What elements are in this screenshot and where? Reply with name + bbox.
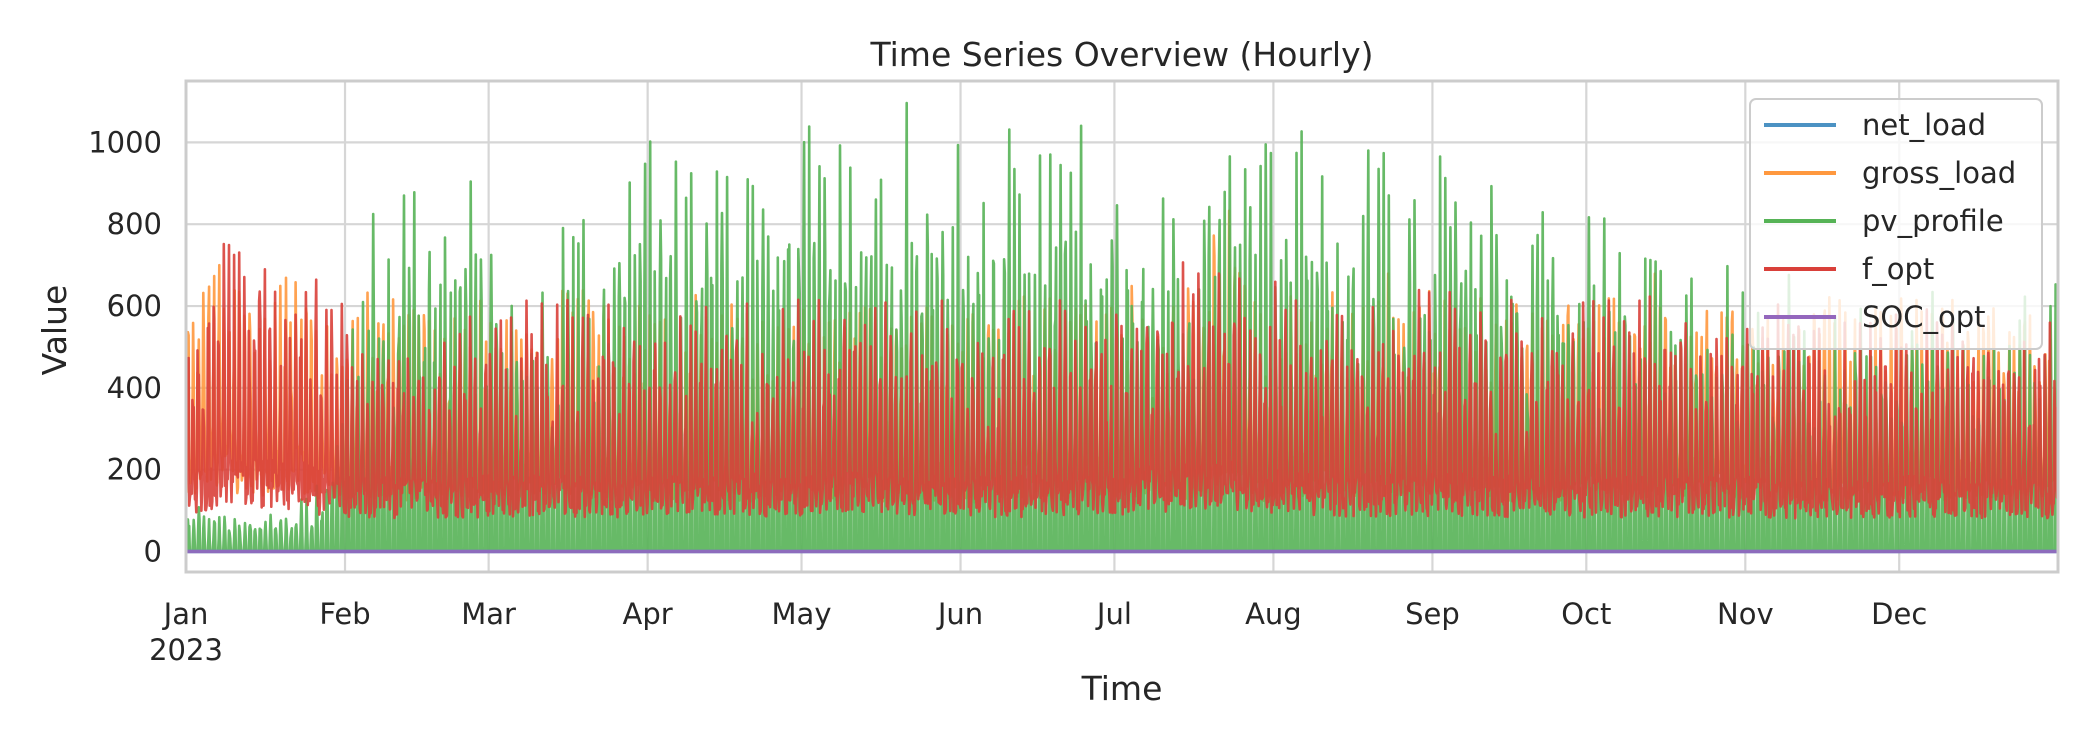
axes-frame: [184, 79, 2060, 574]
legend-label-f_opt: f_opt: [1862, 252, 1934, 286]
x-axis-label: Time: [1081, 669, 1163, 708]
legend-label-pv_profile: pv_profile: [1862, 204, 2004, 238]
x-tick-sublabel: 2023: [149, 633, 223, 667]
x-tick-label: Dec: [1871, 597, 1927, 631]
x-tick-label: Sep: [1405, 597, 1460, 631]
x-tick-label: Nov: [1717, 597, 1774, 631]
y-tick-label: 0: [144, 535, 162, 569]
x-tick-label: Feb: [319, 597, 370, 631]
series-layer: [184, 101, 2059, 554]
y-axis-ticks: 0 200 400 600 800 1000: [88, 125, 162, 568]
x-tick-label: Oct: [1561, 597, 1611, 631]
legend: net_load gross_load pv_profile f_opt SOC_opt: [1749, 98, 2043, 350]
y-axis-label: Value: [35, 285, 74, 376]
y-tick-label: 600: [107, 289, 162, 323]
x-tick-label: Jul: [1095, 597, 1132, 631]
legend-box: [1749, 98, 2043, 350]
legend-label-gross_load: gross_load: [1862, 156, 2016, 190]
series-line-f_opt: [184, 242, 2059, 520]
chart-title: Time Series Overview (Hourly): [869, 35, 1373, 74]
y-tick-label: 1000: [88, 125, 162, 159]
y-tick-label: 800: [107, 207, 162, 241]
x-tick-label: Jun: [936, 597, 983, 631]
x-tick-label: Aug: [1245, 597, 1302, 631]
axes-border: [184, 79, 2060, 574]
y-tick-label: 400: [107, 371, 162, 405]
x-tick-label: Apr: [623, 597, 673, 631]
y-tick-label: 200: [107, 453, 162, 487]
x-tick-label: Mar: [461, 597, 516, 631]
x-tick-label: Jan: [162, 597, 209, 631]
x-tick-label: May: [772, 597, 832, 631]
legend-label-net_load: net_load: [1862, 108, 1986, 142]
legend-label-SOC_opt: SOC_opt: [1862, 300, 1986, 334]
